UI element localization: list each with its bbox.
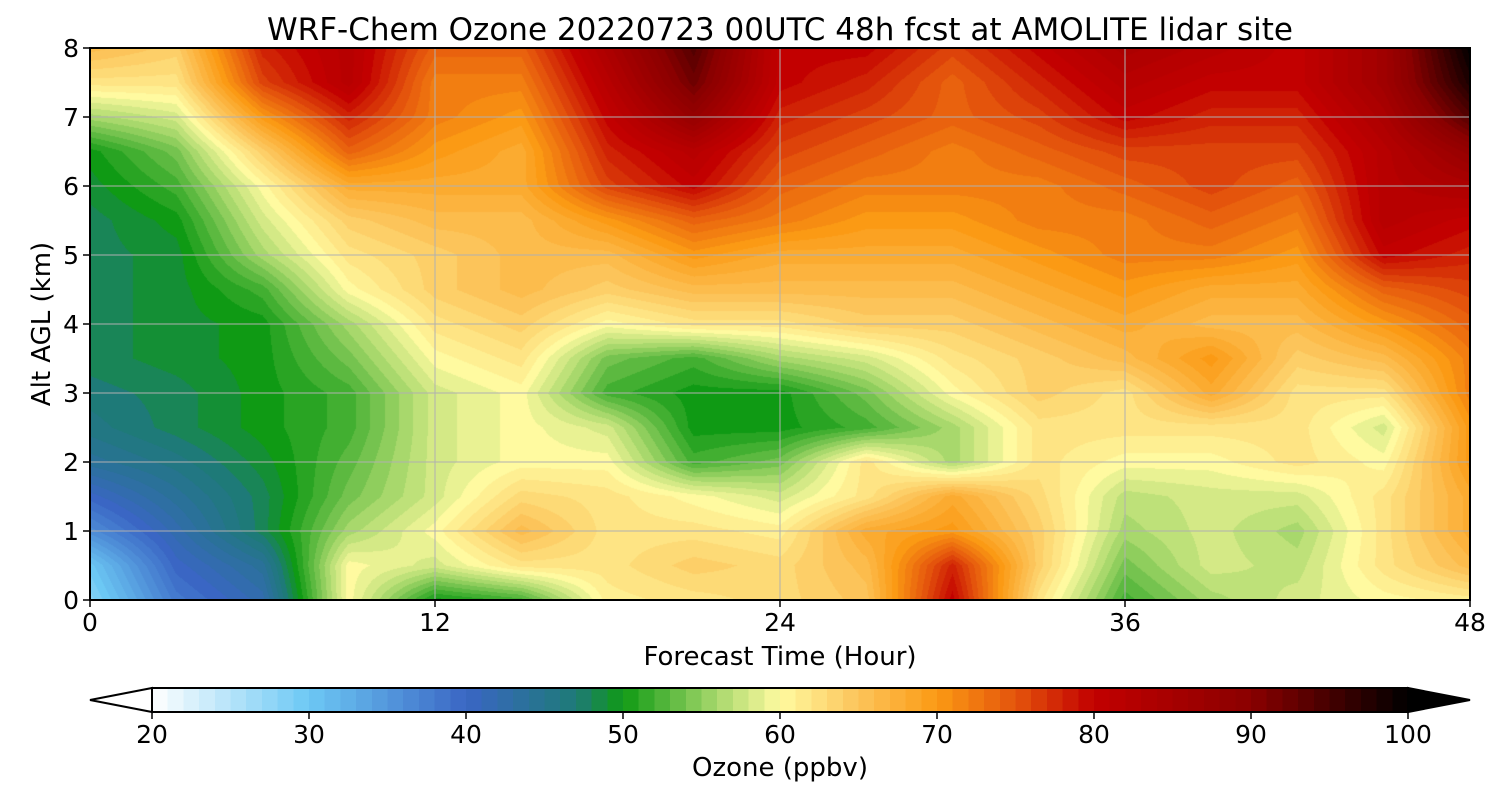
colorbar: 20 30 40 50 60 70 80 90 100 Ozone (ppbv) [89, 686, 1471, 783]
colorbar-tick-label: 40 [450, 720, 482, 749]
colorbar-tick-label: 30 [293, 720, 325, 749]
y-axis-ticks: 0 1 2 3 4 5 6 7 8 [63, 34, 90, 615]
colorbar-label: Ozone (ppbv) [692, 753, 868, 783]
y-tick-label: 1 [63, 517, 79, 546]
colorbar-tick-label: 50 [607, 720, 639, 749]
y-tick-label: 5 [63, 241, 79, 270]
x-tick-label: 0 [82, 608, 98, 637]
colorbar-ticks: 20 30 40 50 60 70 80 90 100 [136, 712, 1432, 749]
colorbar-bar [151, 687, 1409, 713]
colorbar-tick-label: 90 [1235, 720, 1267, 749]
colorbar-tick-label: 70 [921, 720, 953, 749]
y-tick-label: 0 [63, 586, 79, 615]
x-axis-ticks: 0 12 24 36 48 [82, 600, 1486, 637]
grid-lines [90, 48, 1470, 600]
colorbar-extend-low [89, 686, 153, 714]
y-tick-label: 2 [63, 448, 79, 477]
x-tick-label: 24 [764, 608, 796, 637]
x-tick-label: 12 [419, 608, 451, 637]
chart-title: WRF-Chem Ozone 20220723 00UTC 48h fcst a… [267, 12, 1293, 48]
colorbar-tick-label: 80 [1078, 720, 1110, 749]
x-tick-label: 36 [1109, 608, 1141, 637]
y-tick-label: 4 [63, 310, 79, 339]
colorbar-tick-label: 20 [136, 720, 168, 749]
y-axis-label: Alt AGL (km) [27, 242, 57, 406]
x-tick-label: 48 [1454, 608, 1486, 637]
y-tick-label: 3 [63, 379, 79, 408]
y-tick-label: 6 [63, 172, 79, 201]
y-tick-label: 7 [63, 103, 79, 132]
colorbar-extend-high [1407, 686, 1471, 714]
colorbar-tick-label: 100 [1384, 720, 1432, 749]
x-axis-label: Forecast Time (Hour) [643, 642, 916, 672]
colorbar-tick-label: 60 [764, 720, 796, 749]
y-tick-label: 8 [63, 34, 79, 63]
plot-area [89, 47, 1471, 601]
